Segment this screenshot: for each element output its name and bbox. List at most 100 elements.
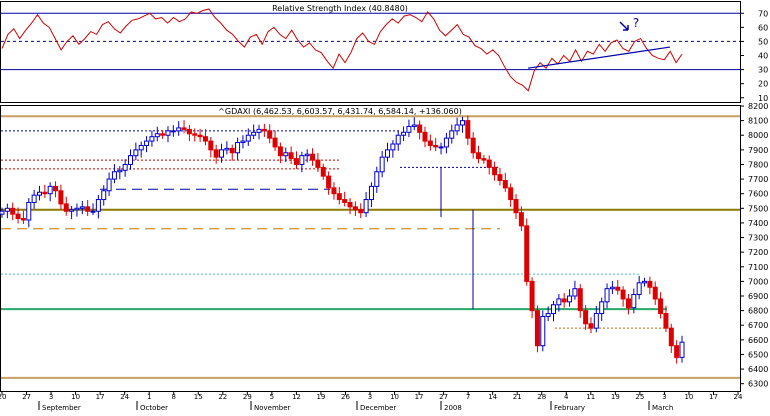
x-tick-label: 17 bbox=[96, 393, 105, 401]
candle-body bbox=[438, 146, 444, 149]
candle-body bbox=[53, 185, 59, 192]
candle-body bbox=[529, 280, 535, 312]
candle-body bbox=[481, 158, 487, 161]
candle-body bbox=[486, 159, 492, 168]
x-tick-label: 3 bbox=[662, 393, 666, 401]
candle-body bbox=[492, 166, 498, 176]
candle-body bbox=[122, 163, 128, 171]
candle-body bbox=[154, 133, 160, 138]
candle-body bbox=[251, 131, 257, 136]
candle-body bbox=[679, 341, 685, 358]
candle-body bbox=[10, 207, 16, 215]
candle-body bbox=[90, 210, 96, 213]
rsi-trendline bbox=[527, 46, 671, 69]
candle-body bbox=[502, 180, 508, 189]
candle-body bbox=[320, 166, 326, 177]
x-tick-label: 28 bbox=[537, 393, 546, 401]
candle-body bbox=[470, 137, 476, 154]
x-tick-label: 19 bbox=[611, 393, 620, 401]
price-tick-label: 6500 bbox=[748, 350, 768, 359]
candle-body bbox=[433, 144, 439, 148]
candle-body bbox=[58, 190, 64, 205]
candle-body bbox=[186, 128, 192, 135]
rsi-tick-label: 50 bbox=[758, 37, 768, 46]
candle-body bbox=[111, 171, 117, 180]
candle-body bbox=[267, 130, 273, 139]
candle-body bbox=[74, 207, 80, 211]
candle-body bbox=[63, 203, 69, 212]
candle-body bbox=[288, 152, 294, 160]
candle-body bbox=[272, 137, 278, 148]
candle-body bbox=[443, 137, 449, 148]
candle-body bbox=[149, 136, 155, 142]
price-tick-label: 7900 bbox=[748, 146, 768, 155]
price-tick-label: 7700 bbox=[748, 175, 768, 184]
x-tick-label: 10 bbox=[684, 393, 693, 401]
candle-body bbox=[556, 298, 562, 306]
axis-layer: 6300640065006600670068006900700071007200… bbox=[0, 102, 768, 412]
x-tick-label: 19 bbox=[316, 393, 325, 401]
rsi-layer: 10 20 30 40 50 60 70? bbox=[1, 8, 768, 103]
candle-body bbox=[422, 131, 428, 142]
candle-body bbox=[79, 206, 85, 209]
candle-body bbox=[192, 133, 198, 136]
price-tick-label: 7300 bbox=[748, 234, 768, 243]
rsi-line bbox=[1, 8, 683, 92]
price-tick-label: 8000 bbox=[748, 131, 768, 140]
candle-body bbox=[642, 280, 648, 284]
price-title: ^GDAXI (6,462.53, 6,603.57, 6,431.74, 6,… bbox=[218, 107, 462, 116]
rsi-annotation: ? bbox=[633, 16, 639, 30]
candle-body bbox=[315, 159, 321, 168]
candle-body bbox=[26, 201, 32, 221]
price-tick-label: 6300 bbox=[748, 380, 768, 389]
candle-body bbox=[588, 323, 594, 329]
candle-body bbox=[604, 288, 610, 303]
candle-body bbox=[176, 127, 182, 132]
candle-body bbox=[363, 199, 369, 214]
price-tick-label: 7600 bbox=[748, 190, 768, 199]
candle-body bbox=[385, 149, 391, 158]
candle-body bbox=[658, 298, 664, 315]
candle-body bbox=[310, 153, 316, 161]
rsi-tick-label: 30 bbox=[758, 66, 768, 75]
price-tick-label: 7500 bbox=[748, 204, 768, 213]
candle-body bbox=[545, 313, 551, 317]
price-tick-label: 7800 bbox=[748, 160, 768, 169]
candle-body bbox=[160, 133, 166, 136]
candle-body bbox=[31, 194, 37, 203]
candle-body bbox=[229, 147, 235, 154]
candle-body bbox=[583, 310, 589, 325]
month-label: 2008 bbox=[444, 404, 462, 412]
candle-body bbox=[106, 178, 112, 192]
candle-body bbox=[165, 130, 171, 136]
candle-body bbox=[4, 207, 10, 212]
price-tick-label: 6600 bbox=[748, 336, 768, 345]
candle-body bbox=[540, 315, 546, 347]
x-tick-label: 17 bbox=[415, 393, 424, 401]
candle-body bbox=[625, 298, 631, 309]
candle-body bbox=[406, 125, 412, 133]
rsi-tick-label: 40 bbox=[758, 52, 768, 61]
x-tick-label: 24 bbox=[734, 393, 743, 401]
candle-body bbox=[101, 190, 107, 201]
candle-body bbox=[411, 124, 417, 127]
candle-body bbox=[368, 185, 374, 201]
candle-body bbox=[47, 185, 53, 195]
month-label: February bbox=[554, 404, 585, 412]
candle-body bbox=[497, 174, 503, 182]
x-tick-label: 10 bbox=[71, 393, 80, 401]
candle-body bbox=[358, 209, 364, 214]
rsi-title: Relative Strength Index (40.8480) bbox=[272, 4, 408, 13]
candle-body bbox=[299, 155, 305, 165]
price-tick-label: 7400 bbox=[748, 219, 768, 228]
candle-body bbox=[133, 149, 139, 157]
rsi-tick-label: 60 bbox=[758, 23, 768, 32]
price-tick-label: 8100 bbox=[748, 117, 768, 126]
candle-body bbox=[449, 130, 455, 139]
candle-body bbox=[534, 310, 540, 347]
candle-body bbox=[181, 127, 187, 130]
candle-body bbox=[219, 149, 225, 158]
x-tick-label: 26 bbox=[341, 393, 350, 401]
x-tick-label: 20 bbox=[0, 393, 6, 401]
